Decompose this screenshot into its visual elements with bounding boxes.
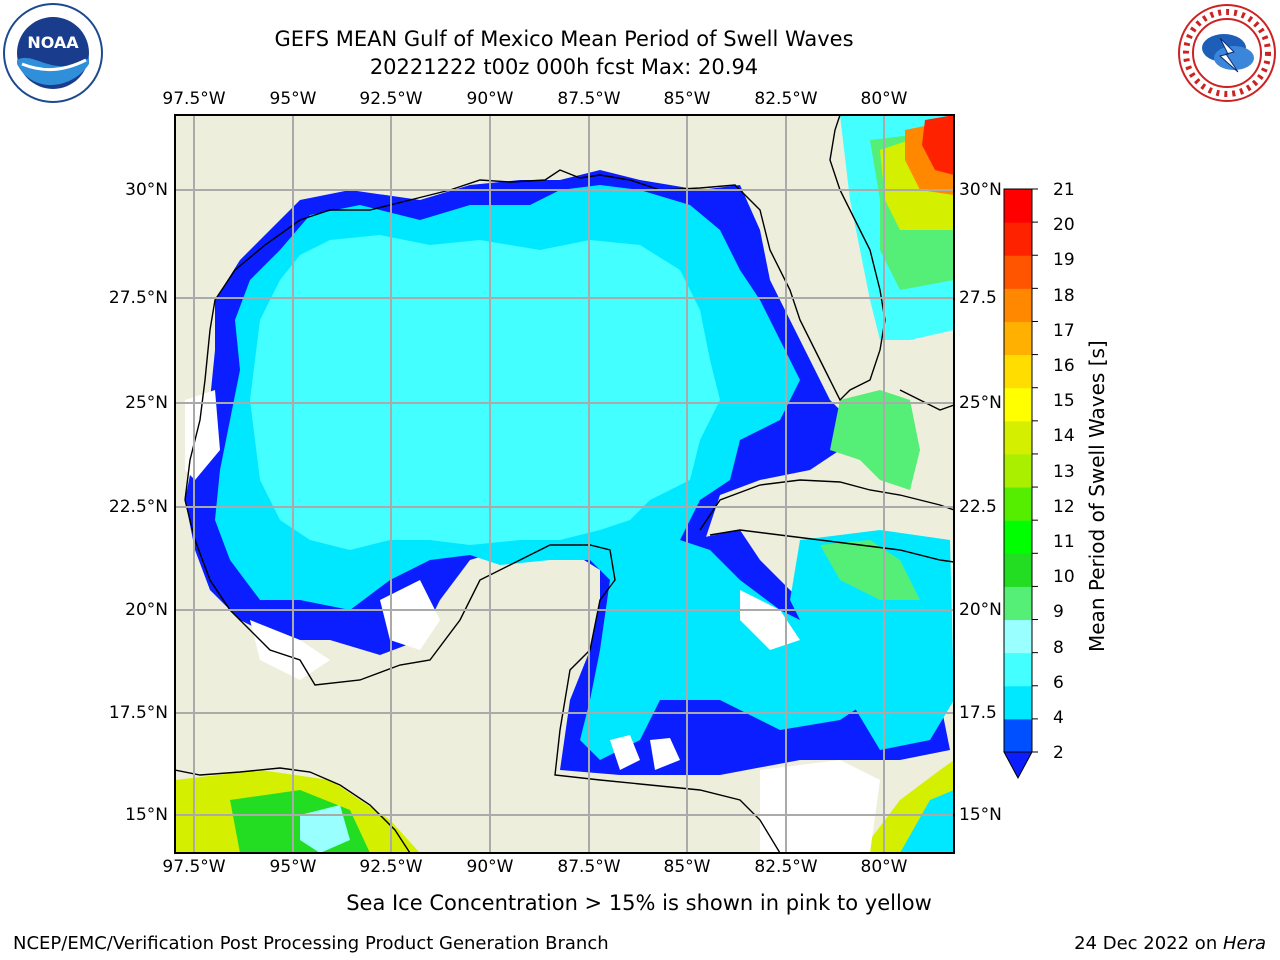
x-tick-top: 80°W — [860, 89, 908, 109]
colorbar-segment — [1004, 420, 1032, 455]
x-tick-top: 90°W — [466, 89, 514, 109]
colorbar-tick: 15 — [1053, 391, 1075, 411]
y-tick-left: 27.5°N — [108, 288, 168, 308]
colorbar-segment — [1004, 586, 1032, 621]
noaa-logo-text: NOAA — [27, 33, 79, 52]
colorbar-segment — [1004, 685, 1032, 720]
no-data-patch — [650, 738, 680, 770]
colorbar-tick: 16 — [1053, 356, 1075, 376]
colorbar-tick: 20 — [1053, 215, 1075, 235]
colorbar-tick: 21 — [1053, 180, 1075, 200]
y-tick-left: 17.5°N — [108, 703, 168, 723]
colorbar-tick: 19 — [1053, 250, 1075, 270]
x-tick-bottom: 87.5°W — [557, 857, 621, 877]
colorbar-tick: 6 — [1053, 673, 1064, 693]
colorbar-segment — [1004, 453, 1032, 488]
colorbar-tick: 17 — [1053, 321, 1075, 341]
colorbar-segment — [1004, 189, 1032, 223]
x-tick-top: 95°W — [269, 89, 317, 109]
colorbar-segment — [1004, 652, 1032, 687]
noaa-logo: NOAA — [3, 3, 103, 103]
colorbar-tick: 12 — [1053, 497, 1075, 517]
colorbar — [1003, 188, 1038, 780]
no-data-patch — [760, 760, 880, 853]
y-tick-right: 15°N — [959, 805, 1002, 825]
y-tick-left: 30°N — [125, 180, 168, 200]
x-tick-bottom: 92.5°W — [359, 857, 423, 877]
colorbar-tick: 14 — [1053, 426, 1075, 446]
bahamas-green — [830, 390, 920, 490]
colorbar-segment — [1004, 288, 1032, 322]
x-tick-bottom: 95°W — [269, 857, 317, 877]
colorbar-tick: 2 — [1053, 743, 1064, 763]
sea-ice-note: Sea Ice Concentration > 15% is shown in … — [346, 891, 932, 915]
colorbar-segment — [1004, 255, 1032, 289]
y-tick-right: 20°N — [959, 600, 1002, 620]
colorbar-tick: 13 — [1053, 462, 1075, 482]
colorbar-frame — [1003, 188, 1033, 753]
colorbar-extend-arrow — [1003, 751, 1033, 780]
colorbar-label: Mean Period of Swell Waves [s] — [1085, 340, 1109, 652]
footer-date-text: 24 Dec 2022 on — [1074, 933, 1223, 954]
map-title: GEFS MEAN Gulf of Mexico Mean Period of … — [274, 27, 854, 51]
colorbar-tick: 8 — [1053, 638, 1064, 658]
x-tick-top: 87.5°W — [557, 89, 621, 109]
x-tick-top: 92.5°W — [359, 89, 423, 109]
caribbean-se-cyan — [900, 790, 954, 853]
y-tick-right: 27.5 — [959, 288, 997, 308]
x-tick-bottom: 80°W — [860, 857, 908, 877]
nws-logo — [1178, 4, 1276, 102]
no-data-patch — [380, 580, 440, 650]
x-tick-top: 82.5°W — [754, 89, 818, 109]
footer-branch: NCEP/EMC/Verification Post Processing Pr… — [13, 933, 609, 954]
footer-date: 24 Dec 2022 on Hera — [1074, 933, 1266, 954]
colorbar-segment — [1004, 553, 1032, 587]
y-tick-right: 17.5 — [959, 703, 997, 723]
caribbean-cyan — [790, 530, 954, 750]
y-tick-left: 22.5°N — [108, 497, 168, 517]
y-tick-left: 25°N — [125, 393, 168, 413]
colorbar-segment — [1004, 619, 1032, 654]
pacific-cyan — [300, 805, 350, 853]
graticule — [175, 115, 954, 853]
y-tick-right: 22.5 — [959, 497, 997, 517]
x-tick-bottom: 90°W — [466, 857, 514, 877]
colorbar-segment — [1004, 718, 1032, 753]
gulf-light-cyan — [250, 235, 720, 550]
x-tick-bottom: 97.5°W — [162, 857, 226, 877]
colorbar-segment — [1004, 321, 1032, 356]
y-tick-right: 25°N — [959, 393, 1002, 413]
colorbar-segment — [1004, 354, 1032, 389]
colorbar-segment — [1004, 520, 1032, 554]
colorbar-tick: 4 — [1053, 708, 1064, 728]
x-tick-bottom: 85°W — [663, 857, 711, 877]
y-tick-left: 15°N — [125, 805, 168, 825]
colorbar-tick: 9 — [1053, 602, 1064, 622]
colorbar-tick: 10 — [1053, 567, 1075, 587]
no-data-patch — [250, 620, 330, 680]
x-tick-top: 97.5°W — [162, 89, 226, 109]
footer-machine: Hera — [1222, 933, 1266, 954]
y-tick-left: 20°N — [125, 600, 168, 620]
colorbar-segment — [1004, 222, 1032, 256]
x-tick-top: 85°W — [663, 89, 711, 109]
atlantic-red — [922, 115, 954, 175]
no-data-patch — [610, 735, 640, 770]
colorbar-segment — [1004, 487, 1032, 521]
colorbar-tick: 11 — [1053, 532, 1075, 552]
map-subtitle: 20221222 t00z 000h fcst Max: 20.94 — [369, 55, 759, 79]
colorbar-segment — [1004, 387, 1032, 422]
y-tick-right: 30°N — [959, 180, 1002, 200]
x-tick-bottom: 82.5°W — [754, 857, 818, 877]
colorbar-tick: 18 — [1053, 286, 1075, 306]
caribbean-green — [820, 540, 920, 600]
map-frame — [174, 114, 955, 854]
